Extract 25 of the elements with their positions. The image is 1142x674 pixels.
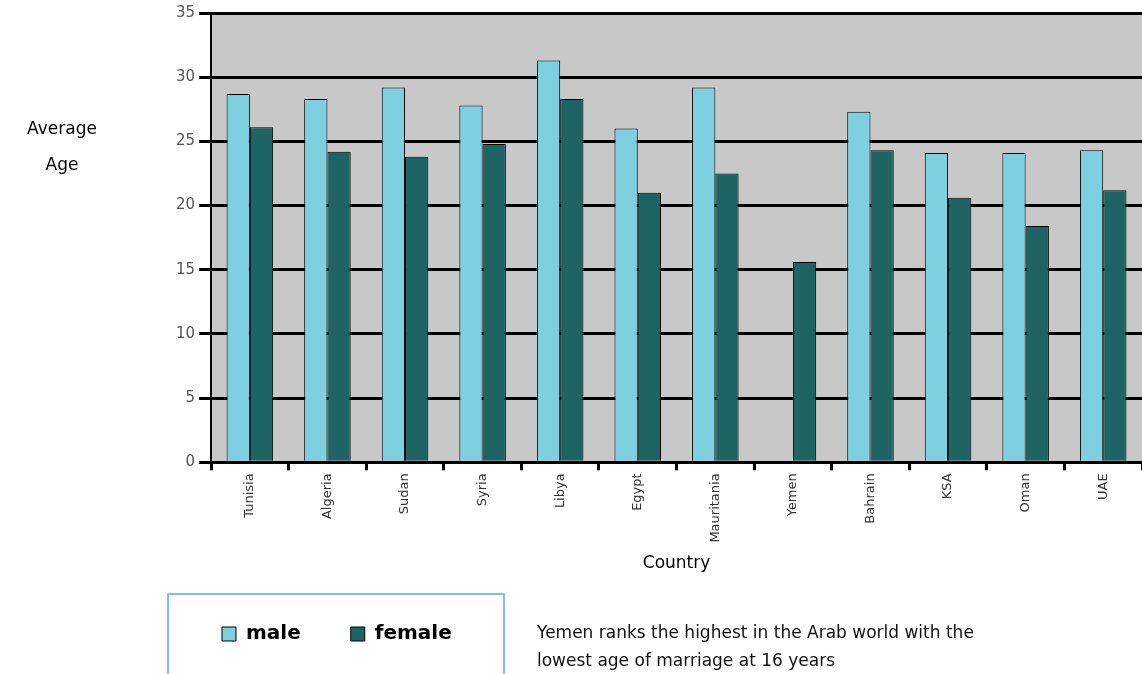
x-tick-label: Tunisia [241,473,257,519]
x-tick-label: Mauritania [706,473,722,543]
x-tick-label: Oman [1017,473,1033,513]
y-tick-label: 25 [175,131,196,150]
y-tick-label: 30 [175,67,196,86]
x-tick-label: Algeria [318,473,334,520]
x-tick-label: UAE [1094,473,1110,500]
y-tick-label: 15 [175,259,196,278]
y-tick-label: 5 [185,388,196,407]
x-axis-title: Country [642,552,711,573]
x-tick-label: Libya [551,473,567,509]
legend-label: female [374,620,452,645]
x-tick-label: Sudan [396,473,412,515]
y-tick-label: 10 [175,323,196,342]
y-axis-title: Average Age [27,118,97,175]
text: Yemen ranks the highest in the Arab world with the lowest age of marriage at 16 years [537,621,975,672]
x-tick-label: Egypt [629,473,645,511]
y-tick-label: 20 [175,195,196,214]
x-tick-label: Yemen [784,473,800,518]
x-tick-label: Syria [473,473,489,507]
legend-label: male [246,620,301,645]
y-tick-label: 35 [175,2,196,21]
x-tick-label: KSA [939,473,955,500]
y-tick-label: 0 [185,452,196,471]
x-tick-label: Bahrain [861,473,877,524]
